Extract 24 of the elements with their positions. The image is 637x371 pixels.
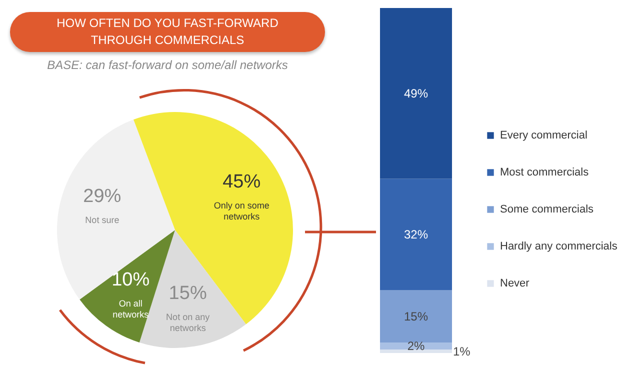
data-label: 49%: [404, 86, 428, 100]
data-label: 15%: [404, 309, 428, 324]
slice-label: Only on some networks: [214, 200, 270, 222]
data-label: 2%: [407, 339, 425, 354]
legend-label: Some commercials: [500, 204, 594, 216]
bar: [380, 178, 452, 290]
chart-subtitle: BASE: can fast-forward on some/all networks: [46, 58, 289, 72]
chart-title: HOW OFTEN DO YOU FAST-FORWARD THROUGH COMMERCIALS: [10, 12, 325, 52]
data-label: 29%: [83, 186, 122, 208]
legend-label: Hardly any commercials: [500, 240, 618, 252]
slice-label: Not sure: [85, 215, 120, 226]
data-label: 15%: [168, 282, 207, 304]
data-label: 32%: [404, 228, 428, 242]
data-label: 10%: [112, 270, 150, 291]
bar: [380, 350, 452, 353]
legend-label: Never: [500, 278, 530, 290]
slice-label: Not on any networks: [166, 312, 210, 333]
bar: [380, 290, 452, 343]
data-label: 1%: [453, 344, 471, 358]
legend-label: Most commercials: [500, 166, 590, 178]
slice-label: On all networks: [112, 298, 150, 320]
bar: [380, 8, 452, 179]
legend-label: Every commercial: [500, 130, 588, 142]
data-label: 45%: [222, 171, 261, 192]
